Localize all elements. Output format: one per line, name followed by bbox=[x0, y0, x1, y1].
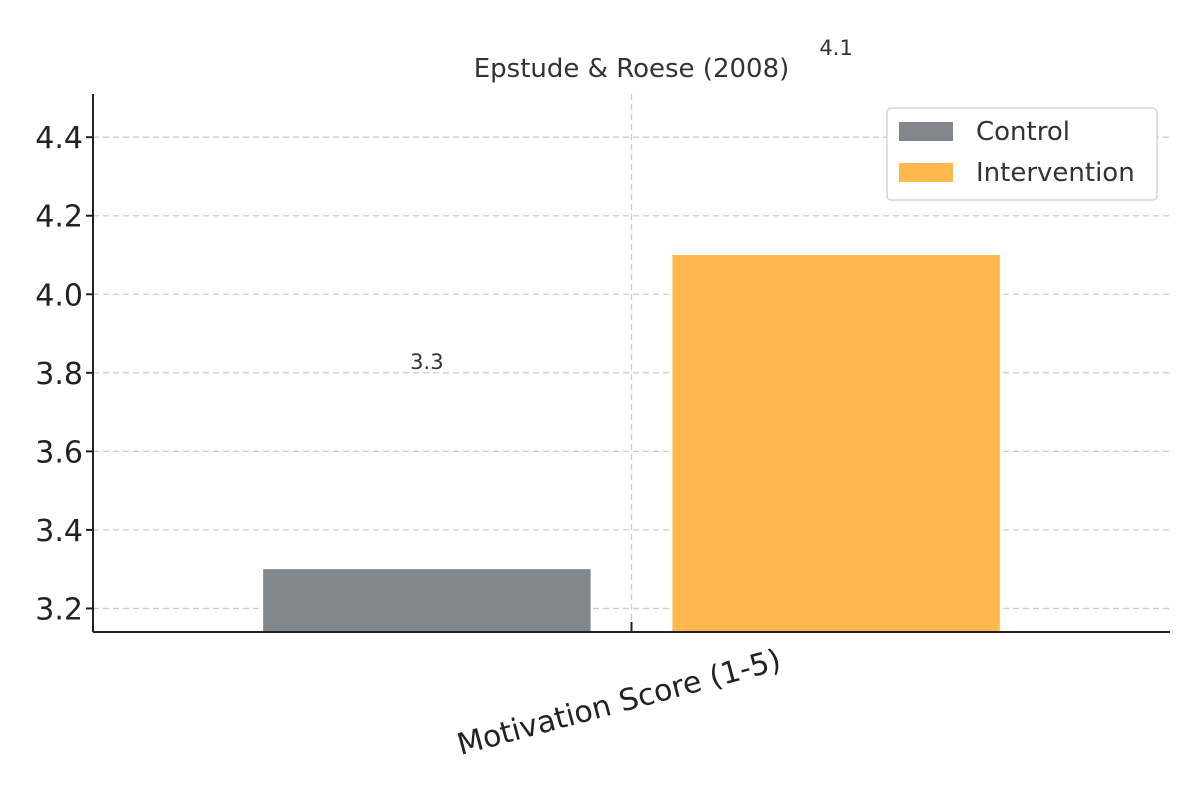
legend-label-intervention: Intervention bbox=[976, 158, 1135, 188]
legend-label-control: Control bbox=[976, 117, 1070, 147]
y-tick-label: 3.6 bbox=[35, 435, 83, 470]
x-tick-label: Motivation Score (1-5) bbox=[453, 643, 784, 763]
bar-value-labels: 3.3 4.1 bbox=[410, 36, 853, 374]
legend: Control Intervention bbox=[886, 107, 1158, 201]
x-ticks: Motivation Score (1-5) bbox=[453, 622, 785, 763]
bar-intervention bbox=[672, 255, 1000, 632]
y-tick-label: 3.4 bbox=[35, 514, 83, 549]
y-ticks: 3.2 3.4 3.6 3.8 4.0 4.2 4.4 bbox=[35, 121, 93, 627]
y-tick-label: 4.0 bbox=[35, 278, 83, 313]
bars-layer bbox=[263, 255, 1000, 632]
legend-frame bbox=[886, 107, 1158, 201]
y-tick-label: 4.2 bbox=[35, 200, 83, 235]
bar-control bbox=[263, 569, 591, 632]
chart-title: Epstude & Roese (2008) bbox=[474, 54, 790, 84]
bar-value-label-control: 3.3 bbox=[410, 350, 443, 374]
y-tick-label: 3.8 bbox=[35, 357, 83, 392]
y-tick-label: 4.4 bbox=[35, 121, 83, 156]
legend-swatch-control bbox=[899, 122, 953, 141]
y-tick-label: 3.2 bbox=[35, 592, 83, 627]
bar-value-label-intervention: 4.1 bbox=[819, 36, 852, 60]
legend-swatch-intervention bbox=[899, 163, 953, 182]
